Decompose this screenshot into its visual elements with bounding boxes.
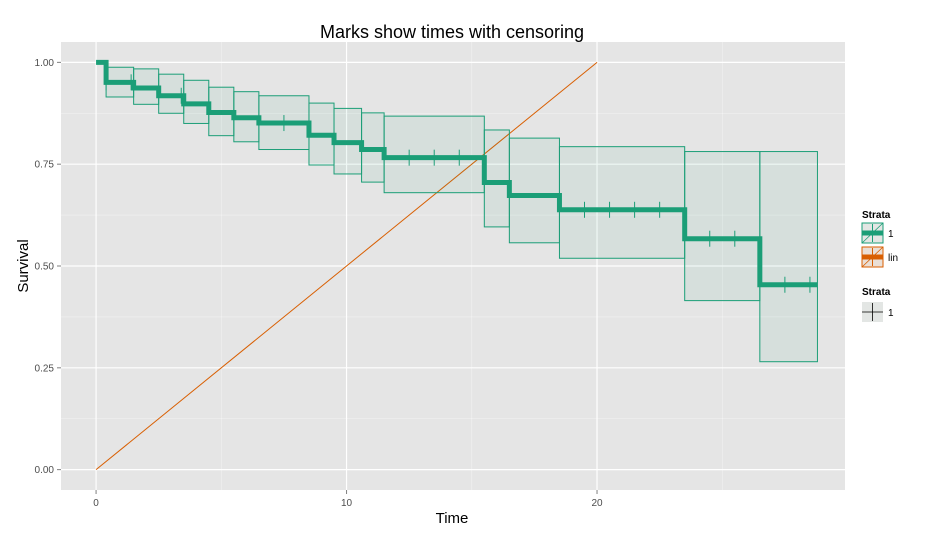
y-axis-title: Survival: [15, 239, 32, 292]
y-tick-label: 0.50: [35, 262, 55, 273]
y-tick-label: 0.25: [35, 363, 55, 374]
ci-band: [684, 151, 761, 302]
lin-line: [95, 61, 598, 471]
y-axis: 0.00 0.25 0.50 0.75 1.00: [35, 58, 61, 476]
survival-curve: [96, 59, 818, 288]
ci-band: [558, 146, 686, 259]
x-tick-label: 0: [93, 498, 99, 509]
legend-strata-2: Strata 1: [862, 287, 894, 322]
censor-marks: [105, 74, 811, 293]
legend-key-censor: [862, 302, 883, 322]
x-tick-label: 20: [591, 498, 603, 509]
ci-band: [508, 137, 560, 244]
survival-step-line: [96, 59, 818, 288]
legend-strata-1: Strata 1 lin: [861, 210, 898, 268]
y-tick-label: 0.75: [35, 160, 55, 171]
legend-label-1: 1: [888, 229, 894, 240]
x-axis: 0 10 20: [93, 490, 603, 509]
legend-key-1: [861, 222, 884, 244]
legend-label-censor-1: 1: [888, 308, 894, 319]
x-axis-title: Time: [436, 510, 469, 527]
y-tick-label: 1.00: [35, 58, 55, 69]
legend-key-lin: [861, 246, 884, 268]
ci-band: [759, 151, 818, 363]
x-tick-label: 10: [341, 498, 353, 509]
ci-band: [483, 129, 510, 228]
chart-title: Marks show times with censoring: [320, 22, 584, 42]
lin-series: [95, 61, 598, 471]
legend-title: Strata: [862, 287, 891, 298]
legend-label-lin: lin: [888, 253, 898, 264]
legend-title: Strata: [862, 210, 891, 221]
y-tick-label: 0.00: [35, 465, 55, 476]
